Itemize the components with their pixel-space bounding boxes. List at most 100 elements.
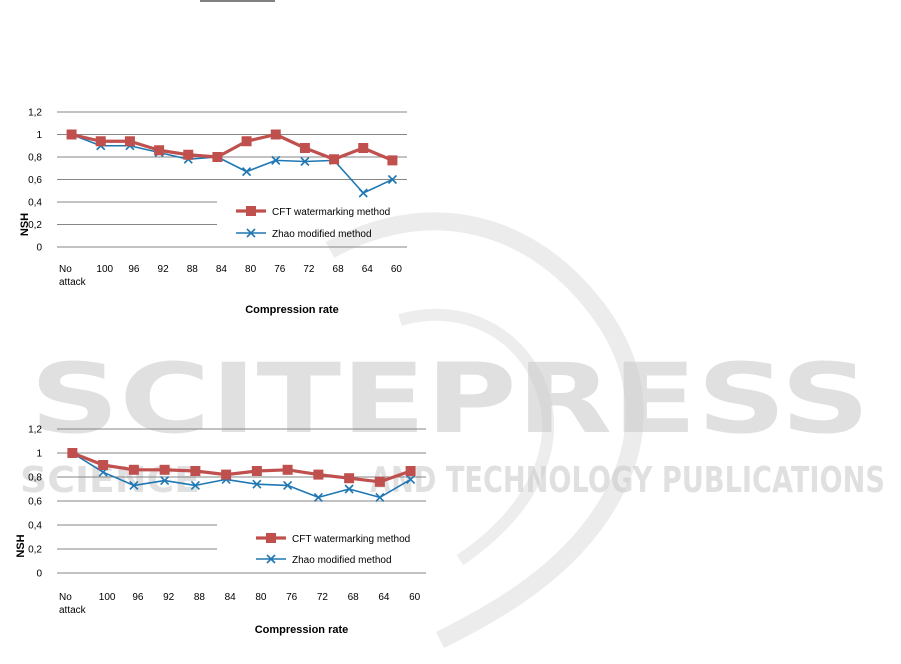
zhao-point	[190, 480, 200, 490]
x-axis-title: Compression rate	[255, 624, 349, 636]
cft-point	[67, 448, 78, 458]
x-tick-label: 76	[286, 592, 298, 603]
x-tick-label-line: 76	[274, 264, 286, 275]
cft-point	[66, 129, 77, 140]
cft-point	[344, 473, 355, 484]
cft-point	[299, 143, 310, 153]
x-tick-label: 80	[245, 264, 257, 275]
x-tick-label: No attack	[59, 264, 87, 288]
legend: CFT watermarking method Zhao modified met…	[236, 206, 390, 240]
x-tick-label-line: 96	[132, 592, 144, 603]
y-tick-label: 0,2	[28, 545, 42, 556]
chart-top: 0 0,2 0,4 0,6 0,8 1 1,2 No attack 100 96 92 88 84 80 76…	[19, 108, 407, 316]
x-tick-label-line: 92	[163, 592, 175, 603]
x-tick-label: 92	[158, 264, 170, 275]
cft-point	[190, 466, 201, 476]
cft-point	[241, 136, 252, 147]
y-tick-label: 0,6	[28, 497, 42, 508]
x-tick-label-line: attack	[59, 605, 87, 616]
y-tick-label: 0,8	[28, 473, 42, 484]
x-tick-label-line: No	[59, 264, 72, 275]
cft-point	[183, 149, 194, 160]
x-tick-label-line: 80	[245, 264, 257, 275]
x-tick-label-line: No	[59, 592, 72, 603]
x-tick-label: 64	[362, 264, 374, 275]
x-tick-label-line: 100	[96, 264, 113, 275]
x-tick-label: 84	[216, 264, 228, 275]
y-tick-label: 0,4	[28, 521, 42, 532]
zhao-point	[242, 167, 252, 177]
zhao-point	[387, 174, 397, 185]
y-tick-label: 0,2	[28, 220, 42, 231]
x-tick-label-line: 84	[216, 264, 228, 275]
y-tick-label: 1	[36, 130, 42, 141]
cft-point	[251, 466, 262, 476]
cft-point	[329, 154, 340, 165]
cft-series-line	[71, 132, 394, 162]
cft-point	[270, 129, 281, 140]
zhao-point	[375, 492, 385, 502]
x-tick-label-line: 64	[362, 264, 374, 275]
watermark-sub-right-text: AND TECHNOLOGY PUBLICATIONS	[370, 460, 885, 501]
legend: CFT watermarking method Zhao modified met…	[256, 533, 410, 566]
zhao-point	[406, 474, 416, 484]
y-tick-label: 0	[36, 569, 42, 580]
x-axis-title: Compression rate	[245, 304, 339, 316]
zhao-point	[252, 479, 262, 489]
x-tick-label: 88	[194, 592, 206, 603]
watermark-arc-shape-inner	[398, 308, 555, 565]
x-tick-label: 96	[128, 264, 140, 275]
x-tick-label: 88	[187, 264, 199, 275]
cft-point	[212, 152, 223, 162]
y-axis-title: NSH	[19, 213, 31, 236]
legend-zhao-label: Zhao modified method	[272, 229, 372, 240]
cft-point	[128, 464, 139, 475]
x-tick-label-line: 96	[128, 264, 140, 275]
y-tick-label: 1	[36, 449, 42, 460]
x-tick-label-line: 68	[333, 264, 345, 275]
x-tick-label-line: 72	[303, 264, 315, 275]
cft-point	[313, 469, 324, 480]
x-tick-label-line: 64	[378, 592, 390, 603]
legend-zhao-label: Zhao modified method	[292, 555, 392, 566]
cft-point	[95, 136, 106, 147]
zhao-point	[344, 484, 354, 494]
zhao-series-line	[71, 133, 393, 194]
y-axis-title: NSH	[15, 534, 27, 557]
x-tick-label: 68	[333, 264, 345, 275]
y-tick-label: 1,2	[28, 108, 42, 119]
x-tick-label: 60	[391, 264, 403, 275]
x-tick-label-line: 60	[391, 264, 403, 275]
x-tick-label-line: 76	[286, 592, 298, 603]
legend-zhao-marker	[246, 228, 256, 238]
zhao-point	[160, 476, 170, 486]
x-tick-label: 92	[163, 592, 175, 603]
x-tick-label: 72	[303, 264, 315, 275]
x-tick-label-line: 88	[187, 264, 199, 275]
x-tick-label: 76	[274, 264, 286, 275]
x-tick-label: 96	[132, 592, 144, 603]
chart-bottom: 0 0,2 0,4 0,6 0,8 1 1,2 No attack 100 96 92 88 84 80 76…	[15, 425, 426, 636]
x-tick-label: No attack	[59, 592, 87, 616]
cft-point	[374, 476, 385, 487]
x-tick-label-line: 80	[255, 592, 267, 603]
zhao-point	[271, 155, 281, 165]
cft-point	[124, 136, 135, 147]
x-tick-label-line: attack	[59, 277, 87, 288]
cft-point	[405, 466, 416, 476]
cft-point	[98, 460, 109, 470]
x-tick-label: 100	[99, 592, 116, 603]
legend-cft-label: CFT watermarking method	[272, 207, 390, 218]
watermark-main-text: SCITEPRESS	[30, 343, 870, 455]
zhao-point	[300, 156, 310, 167]
legend-cft-label: CFT watermarking method	[292, 534, 410, 545]
cft-series-line	[71, 451, 412, 484]
x-tick-label: 68	[348, 592, 360, 603]
watermark-arc-shape	[325, 212, 644, 649]
zhao-series-line	[71, 452, 412, 499]
zhao-point	[358, 188, 368, 198]
cft-point	[358, 143, 369, 153]
legend-zhao-marker	[266, 554, 276, 564]
cft-point	[387, 155, 398, 166]
y-tick-label: 0,6	[28, 175, 42, 186]
